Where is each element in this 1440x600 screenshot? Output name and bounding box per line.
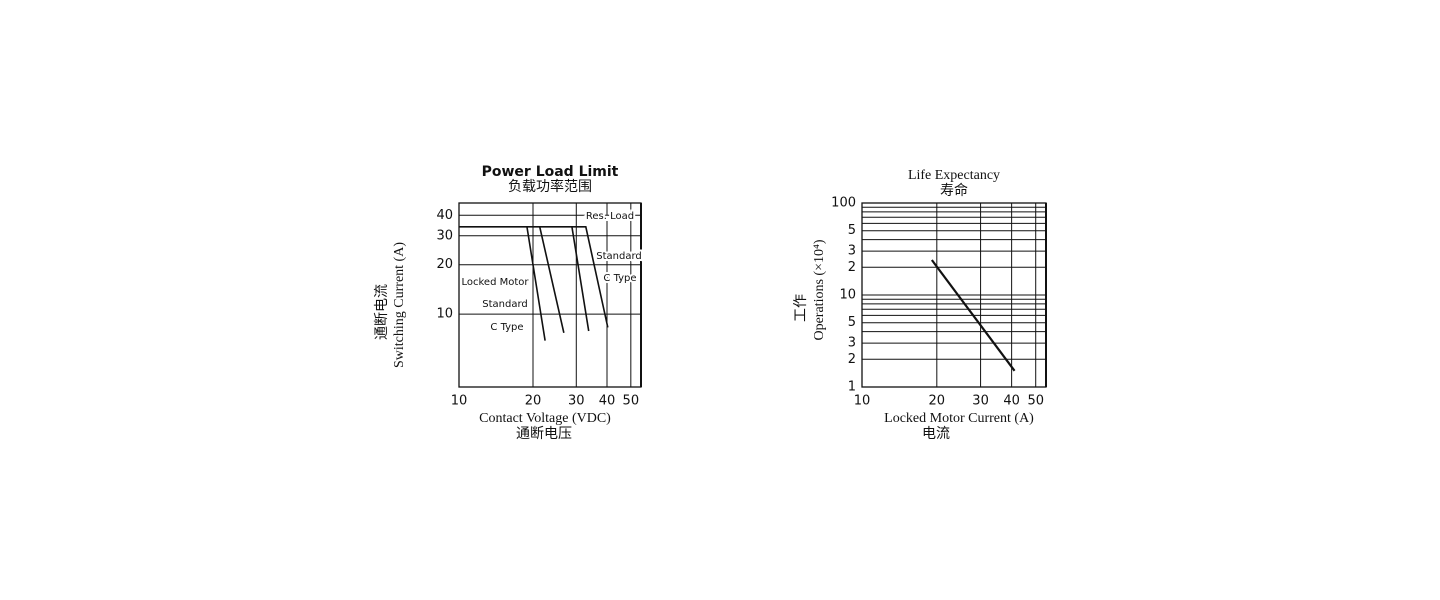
x-tick-label: 50 (1027, 394, 1044, 409)
y-tick-label: 10 (436, 307, 453, 322)
x-tick-label: 30 (568, 394, 585, 409)
x-tick-label: 20 (929, 394, 946, 409)
y-tick-label: 5 (848, 315, 856, 330)
x-axis-label-cn: 电流 (922, 426, 950, 442)
y-tick-label: 100 (831, 196, 856, 211)
annotation: C Type (490, 322, 523, 333)
series-line (459, 226, 609, 328)
chart-title: Life Expectancy (908, 168, 1000, 183)
y-axis-label: Switching Current (A) (392, 242, 407, 368)
x-tick-label: 10 (451, 394, 468, 409)
y-tick-label: 3 (848, 244, 856, 259)
chart-subtitle: 寿命 (940, 182, 968, 199)
x-axis-label-cn: 通断电压 (516, 426, 572, 442)
annotation: Res. Load (586, 211, 634, 222)
y-tick-label: 20 (436, 257, 453, 272)
x-tick-label: 30 (972, 394, 989, 409)
x-tick-label: 40 (1003, 394, 1020, 409)
annotation: C Type (603, 273, 636, 284)
y-tick-label: 2 (848, 260, 856, 275)
annotation: Standard (482, 299, 528, 310)
y-axis-label-cn: 工作 (793, 294, 809, 322)
plot-frame (458, 202, 642, 388)
y-tick-label: 30 (436, 228, 453, 243)
y-axis-label-cn: 通断电流 (374, 284, 390, 340)
series-line (538, 226, 565, 333)
y-tick-label: 5 (848, 223, 856, 238)
series-line (526, 226, 546, 341)
y-tick-label: 3 (848, 336, 856, 351)
y-tick-label: 40 (436, 208, 453, 223)
x-tick-label: 50 (623, 394, 640, 409)
annotation: Standard (596, 251, 642, 262)
x-axis-label: Locked Motor Current (A) (884, 411, 1034, 426)
series-line (930, 259, 1016, 372)
y-tick-label: 10 (839, 288, 856, 303)
x-tick-label: 40 (599, 394, 616, 409)
x-tick-label: 20 (525, 394, 542, 409)
y-axis-label: Operations (×10⁴) (812, 239, 827, 340)
annotation: Locked Motor (461, 277, 529, 288)
x-axis-label: Contact Voltage (VDC) (479, 411, 611, 426)
chart-subtitle: 负载功率范围 (508, 178, 592, 195)
y-tick-label: 2 (848, 352, 856, 367)
y-tick-label: 1 (848, 380, 856, 395)
series-line (571, 226, 590, 332)
x-tick-label: 10 (854, 394, 871, 409)
chart-title: Power Load Limit (482, 164, 619, 180)
